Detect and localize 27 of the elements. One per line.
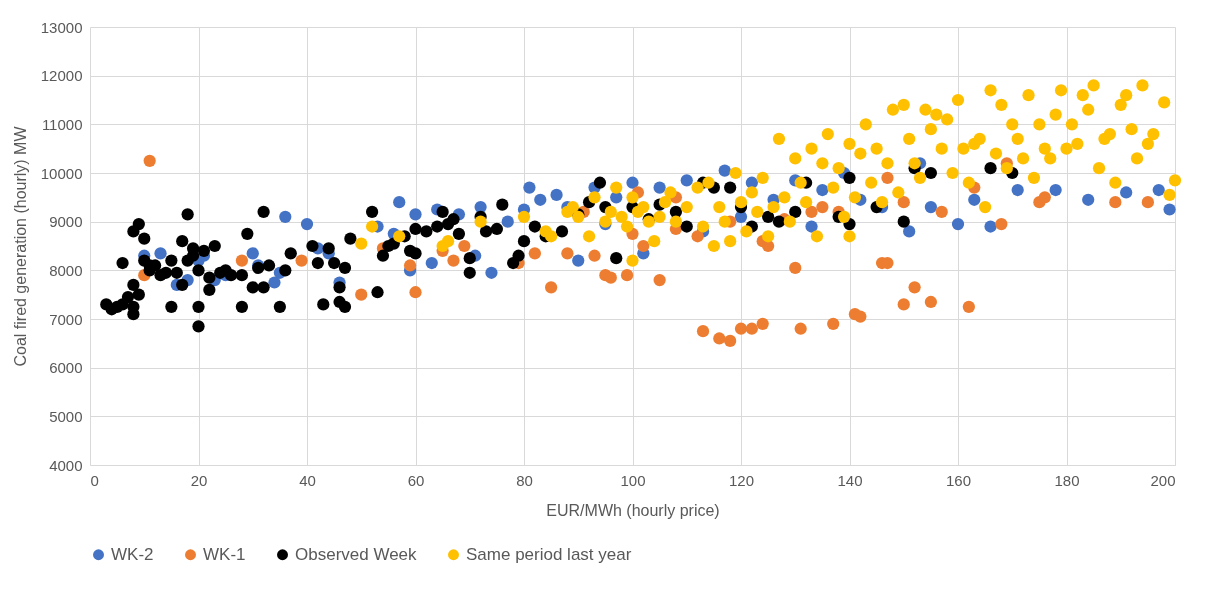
x-tick-label: 20 (190, 471, 208, 489)
y-tick-label: 8000 (49, 261, 83, 279)
x-tick-label: 160 (945, 471, 972, 489)
y-tick-label: 10000 (40, 164, 83, 182)
legend-label: WK-1 (203, 544, 246, 564)
y-tick-label: 4000 (49, 456, 83, 474)
x-axis-title: EUR/MWh (hourly price) (546, 501, 720, 519)
y-tick-label: 13000 (40, 18, 83, 36)
x-tick-label: 100 (620, 471, 646, 489)
x-tick-label: 180 (1054, 471, 1080, 489)
legend-label: Same period last year (466, 544, 632, 564)
x-tick-label: 40 (299, 471, 316, 489)
x-tick-label: 140 (837, 471, 863, 489)
y-tick-label: 11000 (41, 115, 83, 133)
y-tick-label: 6000 (49, 359, 83, 377)
y-tick-label: 12000 (40, 67, 83, 85)
y-tick-label: 5000 (49, 407, 83, 425)
legend-label: Observed Week (295, 544, 418, 564)
x-tick-label: 200 (1150, 471, 1176, 489)
legend-label: WK-2 (111, 544, 154, 564)
x-tick-label: 80 (516, 471, 533, 489)
y-axis-title: Coal fired generation (hourly) MW (11, 125, 29, 367)
x-tick-label: 60 (407, 471, 425, 489)
y-tick-label: 9000 (49, 213, 83, 231)
x-tick-label: 0 (90, 471, 99, 489)
y-tick-label: 7000 (49, 310, 83, 328)
x-tick-label: 120 (728, 471, 755, 489)
